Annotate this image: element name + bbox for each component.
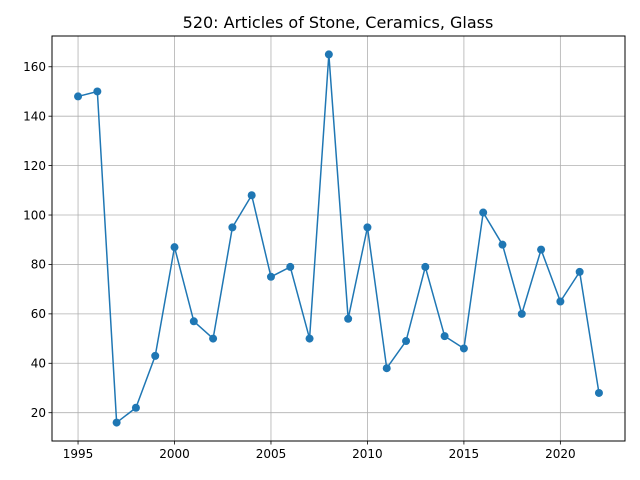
data-point <box>575 267 584 276</box>
data-point <box>344 314 353 323</box>
data-point <box>459 344 468 353</box>
data-point <box>247 191 256 200</box>
data-point <box>131 403 140 412</box>
data-point <box>479 208 488 217</box>
data-point <box>286 262 295 271</box>
data-point <box>556 297 565 306</box>
x-tick-label: 2000 <box>159 447 190 461</box>
y-tick-label: 40 <box>31 357 46 371</box>
data-point <box>517 309 526 318</box>
x-tick-label: 1995 <box>63 447 94 461</box>
data-point <box>382 364 391 373</box>
y-tick-label: 20 <box>31 406 46 420</box>
x-tick-label: 2020 <box>545 447 576 461</box>
y-axis: 20 40 60 80 100 120 140 160 <box>23 60 52 420</box>
grid-lines <box>52 36 625 441</box>
y-tick-label: 140 <box>23 109 46 123</box>
x-tick-label: 2015 <box>449 447 480 461</box>
data-point <box>537 245 546 254</box>
data-point <box>74 92 83 101</box>
y-tick-label: 80 <box>31 258 46 272</box>
data-point <box>112 418 121 427</box>
x-tick-label: 2010 <box>352 447 383 461</box>
data-point <box>266 272 275 281</box>
series-group <box>74 50 603 427</box>
y-tick-label: 100 <box>23 208 46 222</box>
data-point <box>324 50 333 59</box>
y-tick-label: 160 <box>23 60 46 74</box>
plot-frame <box>51 35 626 442</box>
data-point <box>402 337 411 346</box>
data-point <box>189 317 198 326</box>
y-tick-label: 60 <box>31 307 46 321</box>
series-line <box>77 53 600 424</box>
chart-title: 520: Articles of Stone, Ceramics, Glass <box>183 13 494 32</box>
data-point <box>228 223 237 232</box>
data-point <box>93 87 102 96</box>
x-axis: 1995 2000 2005 2010 2015 2020 <box>63 441 576 461</box>
data-point <box>363 223 372 232</box>
x-tick-label: 2005 <box>256 447 287 461</box>
data-point <box>440 332 449 341</box>
data-point <box>170 243 179 252</box>
data-point <box>498 240 507 249</box>
data-point <box>151 351 160 360</box>
data-point <box>421 262 430 271</box>
data-point <box>594 388 603 397</box>
data-point <box>209 334 218 343</box>
data-point <box>305 334 314 343</box>
y-tick-label: 120 <box>23 159 46 173</box>
